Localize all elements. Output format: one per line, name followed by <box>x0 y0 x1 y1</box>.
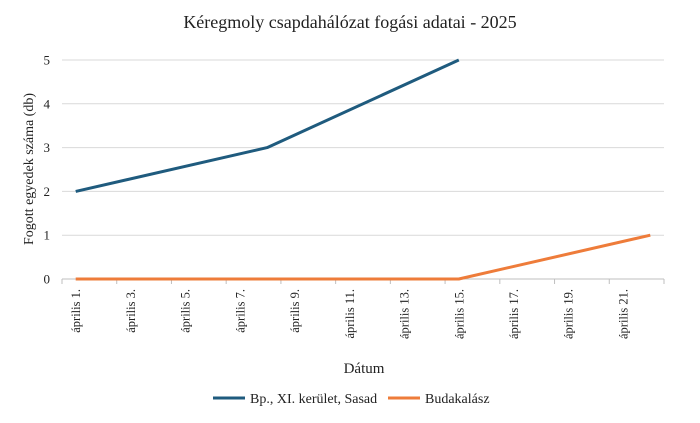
x-axis-title: Dátum <box>344 361 385 377</box>
x-tick-label: április 13. <box>398 289 412 339</box>
y-axis-title: Fogott egyedek száma (db) <box>22 93 37 245</box>
y-tick-label: 1 <box>44 228 51 243</box>
x-tick-label: április 3. <box>124 289 138 333</box>
y-tick-label: 4 <box>44 96 51 111</box>
series-line-2 <box>75 233 651 281</box>
x-tick-label: április 5. <box>179 289 193 333</box>
x-tick-label: április 17. <box>507 289 521 339</box>
x-tick-label: április 11. <box>343 289 357 339</box>
x-tick-label: április 7. <box>233 289 247 333</box>
y-tick-label: 2 <box>44 184 51 199</box>
gridlines <box>62 59 664 236</box>
x-tick-label: április 21. <box>616 289 630 339</box>
x-axis-ticks: április 1. április 3. április 5. április 7.… <box>61 279 665 339</box>
y-tick-label: 0 <box>44 272 51 287</box>
legend-label: Bp., XI. kerület, Sasad <box>250 392 377 407</box>
x-tick-label: április 9. <box>288 289 302 333</box>
y-axis-ticks: 0 1 2 3 4 5 <box>44 53 51 287</box>
legend: Bp., XI. kerület, Sasad Budakalász <box>213 392 490 407</box>
x-tick-label: április 1. <box>69 289 83 333</box>
chart-title: Kéregmoly csapdahálózat fogási adatai - … <box>183 12 516 32</box>
x-tick-label: április 19. <box>562 289 576 339</box>
legend-label: Budakalász <box>425 392 490 407</box>
series-line-1 <box>75 58 460 193</box>
series-lines <box>75 58 651 281</box>
x-tick-label: április 15. <box>452 289 466 339</box>
y-tick-label: 3 <box>44 140 51 155</box>
y-tick-label: 5 <box>44 53 51 68</box>
